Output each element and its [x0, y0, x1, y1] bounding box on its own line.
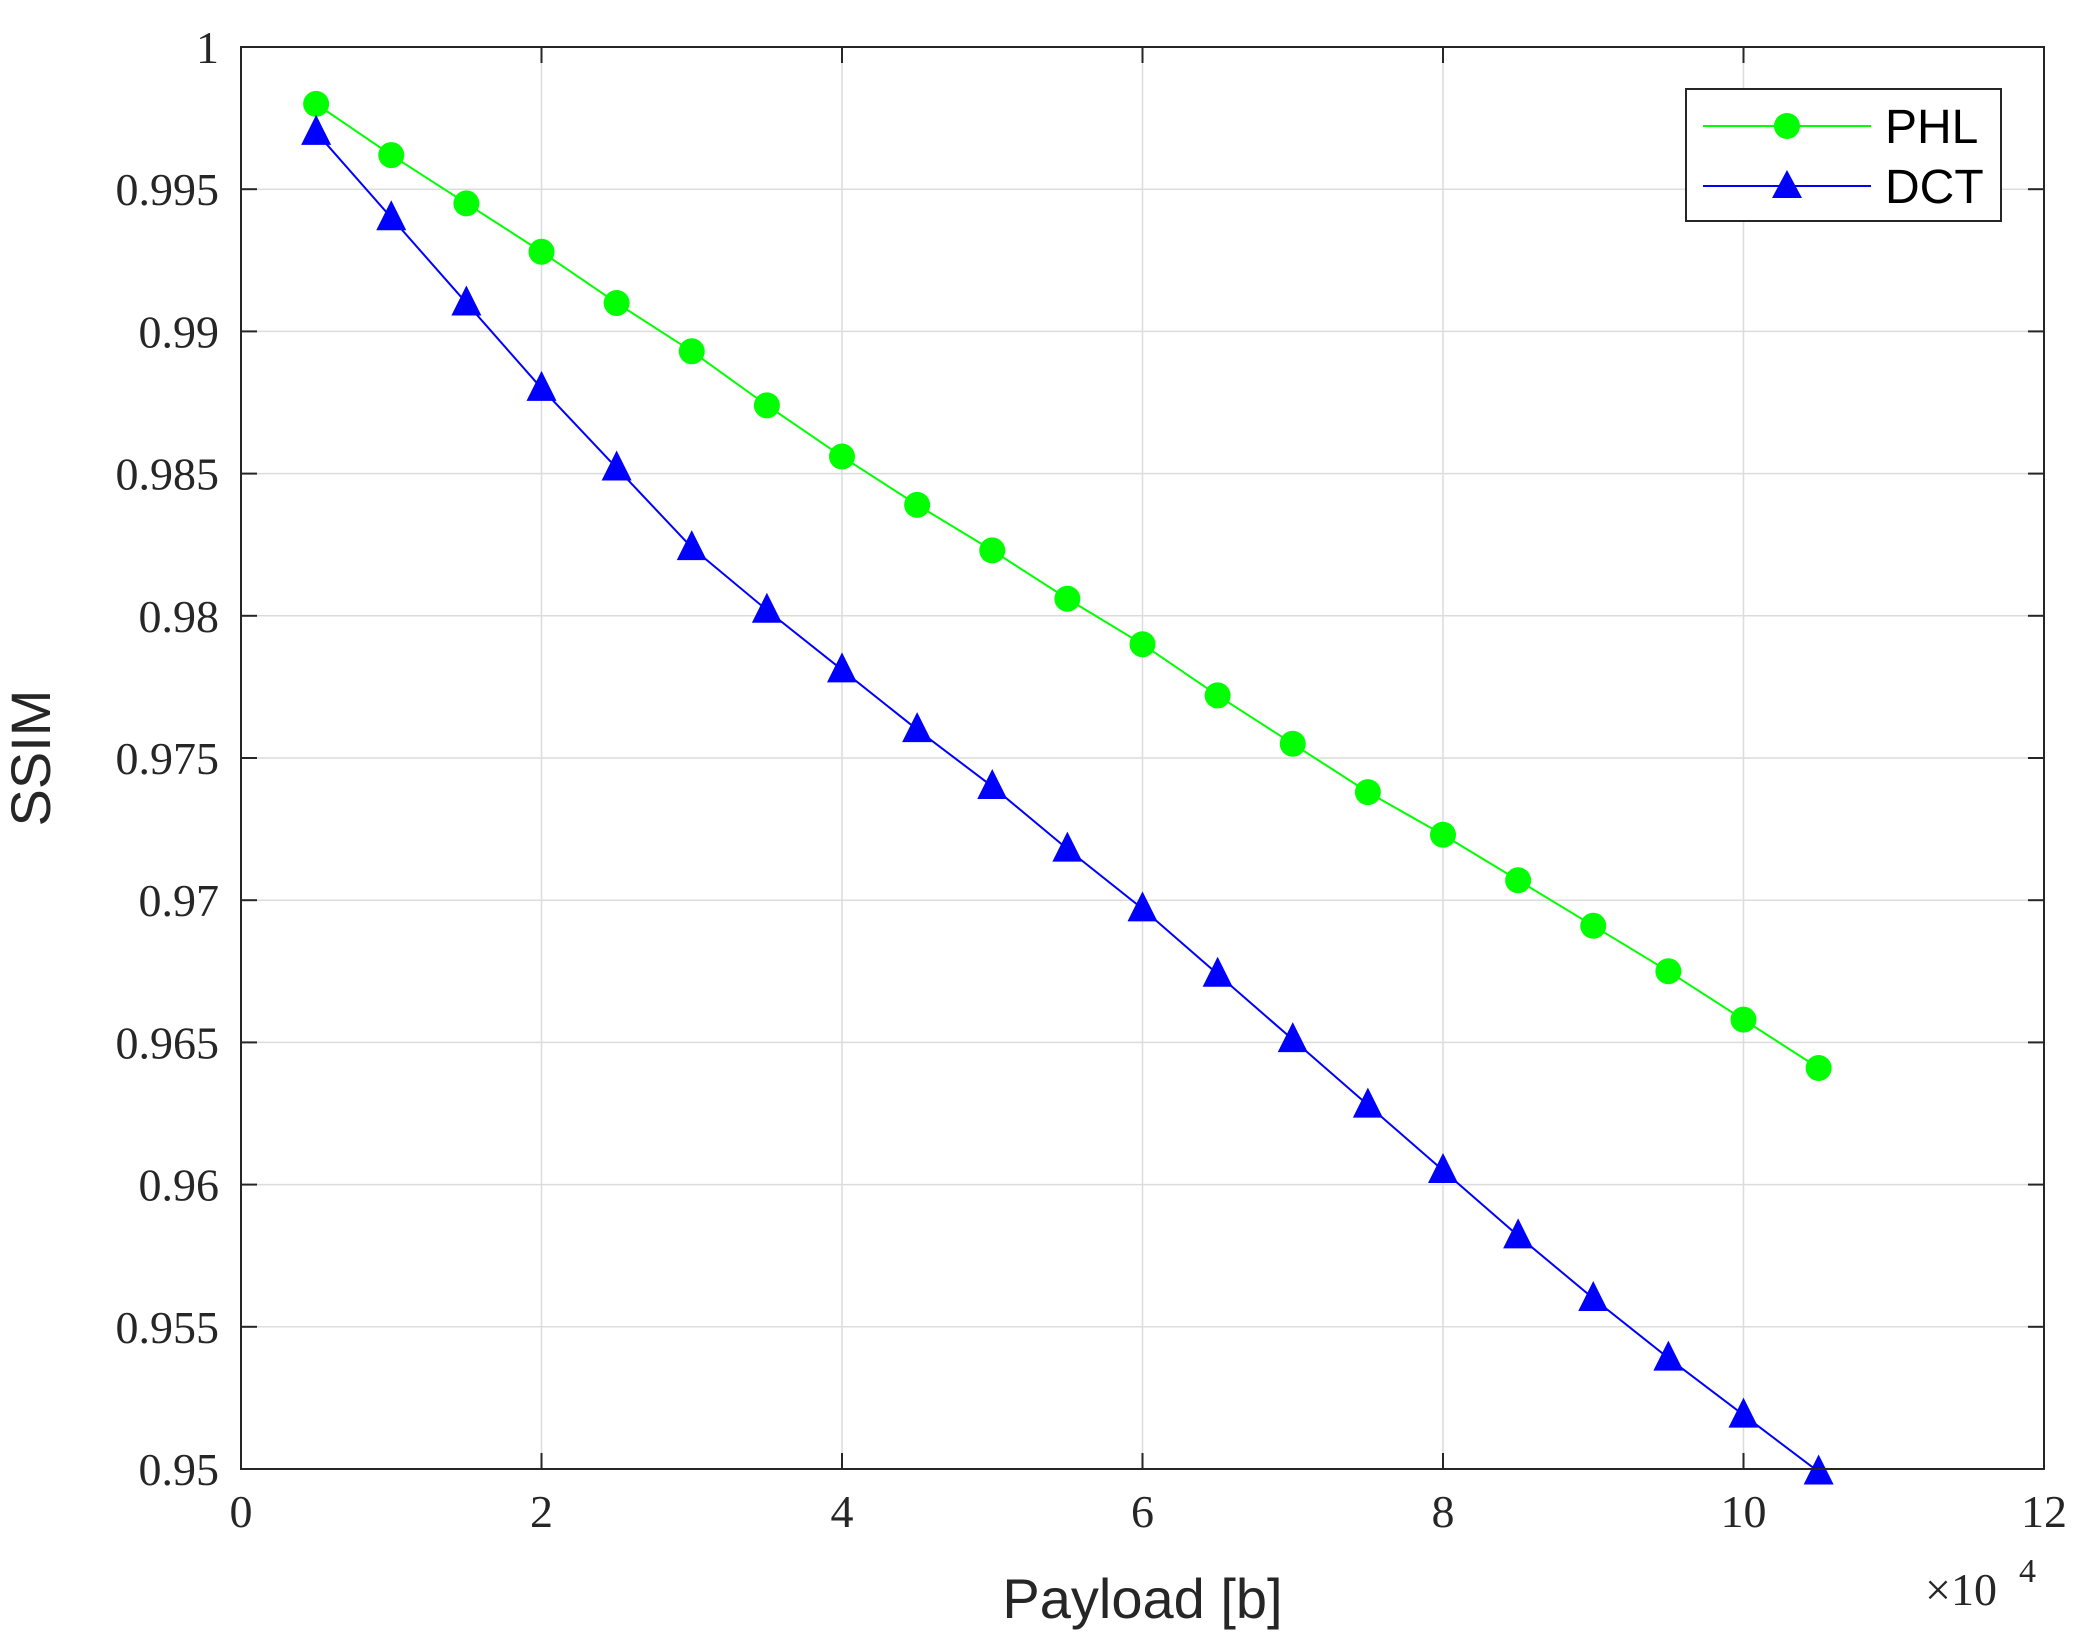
x-tick-label: 6	[1131, 1486, 1154, 1537]
data-point-phl	[453, 190, 480, 217]
data-point-dct	[1653, 1340, 1684, 1371]
data-point-dct	[376, 200, 407, 231]
x-multiplier-base: ×10	[1925, 1564, 1997, 1615]
y-tick-label: 0.97	[139, 875, 220, 926]
data-point-phl	[678, 338, 705, 365]
data-point-phl	[1805, 1054, 1832, 1081]
tick-labels: 0 2 4 6 8 10 12 0.95 0.955 0.96 0.965 0.97 0.975 0.98…	[116, 22, 2068, 1537]
y-tick-label: 0.99	[139, 306, 220, 357]
data-point-dct	[977, 769, 1008, 800]
x-tick-label: 10	[1721, 1486, 1767, 1537]
data-point-phl	[603, 289, 630, 316]
y-tick-label: 0.975	[116, 733, 220, 784]
data-point-dct	[1052, 831, 1083, 862]
y-tick-label: 0.985	[116, 449, 220, 500]
x-tick-label: 4	[831, 1486, 854, 1537]
y-tick-label: 0.96	[139, 1160, 220, 1211]
data-point-dct	[526, 370, 557, 401]
grid-lines	[241, 47, 2044, 1469]
data-point-dct	[1428, 1152, 1458, 1183]
data-point-dct	[902, 712, 933, 743]
legend-entry-dct: DCT	[1703, 161, 1984, 214]
data-point-phl	[979, 537, 1006, 564]
data-point-phl	[1204, 682, 1231, 709]
data-point-dct	[1202, 956, 1233, 987]
data-point-phl	[1655, 958, 1682, 985]
data-point-dct	[1352, 1087, 1383, 1118]
y-tick-label: 0.98	[139, 591, 220, 642]
data-point-phl	[829, 443, 855, 470]
data-point-phl	[1430, 821, 1456, 848]
legend-label-dct: DCT	[1885, 161, 1984, 214]
x-tick-label: 2	[530, 1486, 553, 1537]
data-point-phl	[1354, 779, 1381, 806]
data-point-phl	[1580, 912, 1607, 939]
data-point-phl	[1505, 867, 1532, 894]
data-point-dct	[1127, 891, 1158, 922]
data-point-dct	[1277, 1022, 1308, 1053]
data-point-dct	[451, 285, 482, 316]
x-axis-title: Payload [b]	[1002, 1567, 1282, 1630]
data-point-phl	[904, 491, 931, 518]
data-point-dct	[751, 592, 782, 623]
data-point-phl	[753, 392, 780, 419]
x-tick-label: 12	[2021, 1486, 2067, 1537]
tick-marks	[240, 46, 2045, 1470]
y-tick-label: 0.95	[139, 1444, 220, 1495]
data-point-dct	[676, 530, 707, 561]
legend-entry-phl: PHL	[1703, 101, 1978, 154]
legend-label-phl: PHL	[1885, 101, 1978, 154]
data-point-phl	[1129, 631, 1156, 658]
data-point-phl	[1730, 1006, 1757, 1033]
data-point-phl	[303, 90, 330, 117]
legend-marker-dct	[1772, 170, 1802, 198]
data-point-phl	[378, 142, 405, 169]
data-point-dct	[601, 450, 632, 481]
x-multiplier-exponent: 4	[2019, 1553, 2036, 1590]
data-point-dct	[1503, 1218, 1534, 1249]
y-tick-label: 0.965	[116, 1017, 220, 1068]
data-point-dct	[827, 652, 857, 683]
y-tick-label: 1	[196, 22, 219, 73]
y-axis-title: SSIM	[0, 690, 62, 827]
x-tick-label: 0	[230, 1486, 253, 1537]
data-point-dct	[301, 114, 332, 145]
data-point-dct	[1578, 1280, 1609, 1311]
series-layer	[301, 90, 1834, 1485]
y-tick-label: 0.955	[116, 1302, 220, 1353]
y-tick-label: 0.995	[116, 164, 220, 215]
legend: PHL DCT	[1685, 88, 2002, 222]
data-point-phl	[528, 238, 555, 265]
legend-marker-phl	[1774, 113, 1800, 139]
data-point-phl	[1054, 585, 1081, 612]
x-tick-label: 8	[1432, 1486, 1455, 1537]
x-axis-multiplier: ×10 4	[1925, 1553, 2036, 1615]
data-point-dct	[1728, 1397, 1759, 1428]
data-point-phl	[1279, 730, 1306, 757]
legend-box	[1685, 88, 2002, 222]
